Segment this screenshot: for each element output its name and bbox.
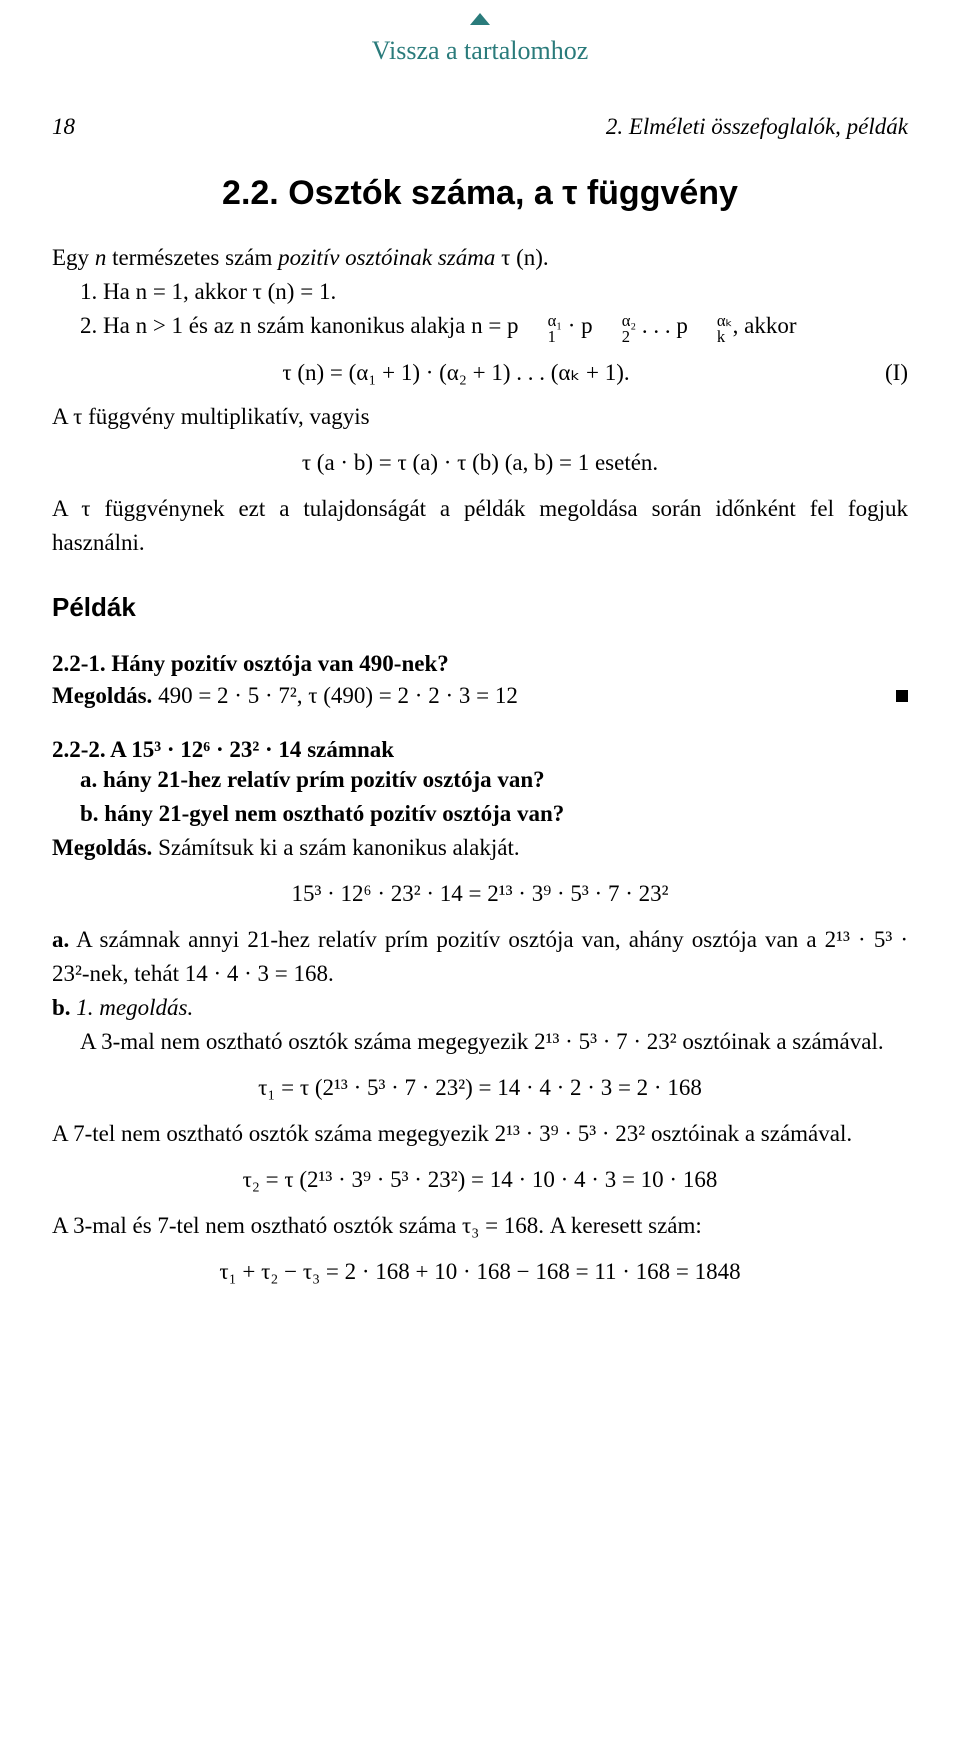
answer-b-p3: A 3-mal és 7-tel nem osztható osztók szá… bbox=[52, 1209, 908, 1243]
problem-2-2-2-sol-intro: Megoldás. Számítsuk ki a szám kanonikus … bbox=[52, 831, 908, 865]
intro-item-1: 1. Ha n = 1, akkor τ (n) = 1. bbox=[52, 275, 908, 309]
section-title: 2.2. Osztók száma, a τ függvény bbox=[52, 174, 908, 213]
multiplicative-equation: τ (a · b) = τ (a) · τ (b) (a, b) = 1 ese… bbox=[52, 446, 908, 480]
answer-b-p1: A 3-mal nem osztható osztók száma megegy… bbox=[52, 1025, 908, 1059]
canonical-equation: 15³ · 12⁶ · 23² · 14 = 2¹³ · 3⁹ · 5³ · 7… bbox=[52, 877, 908, 911]
page-number: 18 bbox=[52, 114, 75, 140]
problem-2-2-2-title: 2.2-2. A 15³ · 12⁶ · 23² · 14 számnak bbox=[52, 737, 908, 763]
problem-2-2-1-title: 2.2-1. Hány pozitív osztója van 490-nek? bbox=[52, 651, 908, 677]
equation-label: (I) bbox=[860, 356, 908, 390]
tau2-equation: τ₂ = τ (2¹³ · 3⁹ · 5³ · 23²) = 14 · 10 ·… bbox=[52, 1163, 908, 1197]
note-paragraph: A τ függvénynek ezt a tulajdonságát a pé… bbox=[52, 492, 908, 560]
answer-b-label: b. 1. megoldás. bbox=[52, 991, 908, 1025]
multiplicative-text: A τ függvény multiplikatív, vagyis bbox=[52, 400, 908, 434]
final-equation: τ₁ + τ₂ − τ₃ = 2 · 168 + 10 · 168 − 168 … bbox=[52, 1255, 908, 1289]
running-title: 2. Elméleti összefoglalók, példák bbox=[606, 114, 908, 140]
tau1-equation: τ₁ = τ (2¹³ · 5³ · 7 · 23²) = 14 · 4 · 2… bbox=[52, 1071, 908, 1105]
answer-b-p2: A 7-tel nem osztható osztók száma megegy… bbox=[52, 1117, 908, 1151]
examples-heading: Példák bbox=[52, 592, 908, 623]
nav-up-icon[interactable] bbox=[470, 13, 490, 25]
equation-I: τ (n) = (α₁ + 1) · (α₂ + 1) . . . (αₖ + … bbox=[52, 356, 908, 390]
intro-item-2: 2. Ha n > 1 és az n szám kanonikus alakj… bbox=[52, 309, 908, 346]
problem-2-2-2-a: a. hány 21-hez relatív prím pozitív oszt… bbox=[52, 763, 908, 797]
problem-2-2-2-b: b. hány 21-gyel nem osztható pozitív osz… bbox=[52, 797, 908, 831]
running-header: 18 2. Elméleti összefoglalók, példák bbox=[52, 114, 908, 140]
qed-icon bbox=[896, 690, 908, 702]
problem-2-2-1-solution: Megoldás. 490 = 2 · 5 · 7², τ (490) = 2 … bbox=[52, 683, 908, 709]
answer-a: a. A számnak annyi 21-hez relatív prím p… bbox=[52, 923, 908, 991]
intro-paragraph: Egy n természetes szám pozitív osztóinak… bbox=[52, 241, 908, 275]
nav-back-link[interactable]: Vissza a tartalomhoz bbox=[0, 36, 960, 66]
